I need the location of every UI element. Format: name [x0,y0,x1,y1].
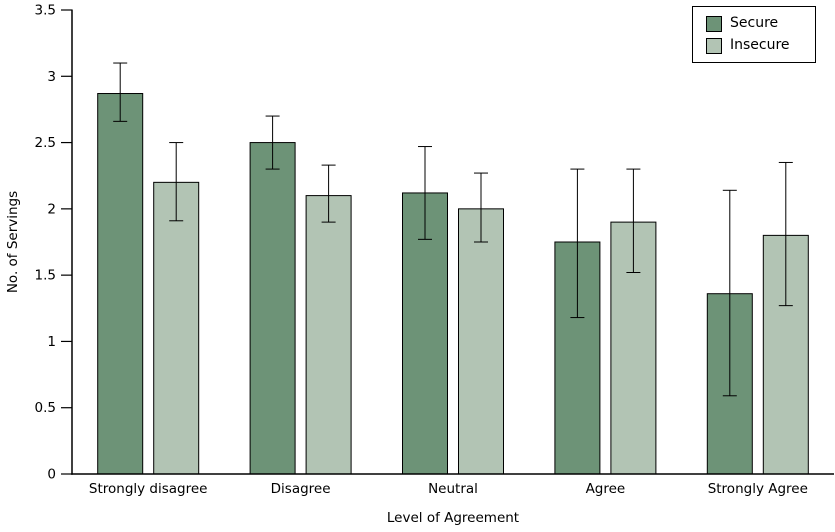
x-category-label: Neutral [428,481,478,497]
bar-secure-1 [249,142,296,475]
y-tick-label: 1.5 [35,268,56,284]
bar-insecure-0 [153,181,200,475]
bar-secure-0 [97,93,144,475]
x-axis-title: Level of Agreement [386,510,520,526]
x-category-label: Agree [586,481,626,497]
bar-insecure-1 [305,195,352,475]
x-category-label: Strongly disagree [89,481,208,497]
legend-swatch-insecure [706,37,722,54]
y-tick-label: 3 [47,69,56,85]
legend-entry-secure: Secure [706,14,807,33]
y-tick-label: 0.5 [35,400,56,416]
y-tick-label: 1 [47,334,56,350]
x-category-label: Strongly Agree [708,481,808,497]
legend-label-insecure: Insecure [730,37,790,53]
legend-label-secure: Secure [730,15,779,31]
y-tick-label: 0 [47,467,56,483]
y-tick-label: 2.5 [35,135,56,151]
y-axis-title: No. of Servings [5,190,21,294]
y-tick-label: 2 [47,201,56,217]
legend-entry-insecure: Insecure [706,36,807,55]
legend-swatch-secure [706,15,722,32]
legend: Secure Insecure [692,6,816,63]
y-tick-label: 3.5 [35,3,56,19]
bar-insecure-2 [458,208,504,475]
x-category-label: Disagree [271,481,331,497]
